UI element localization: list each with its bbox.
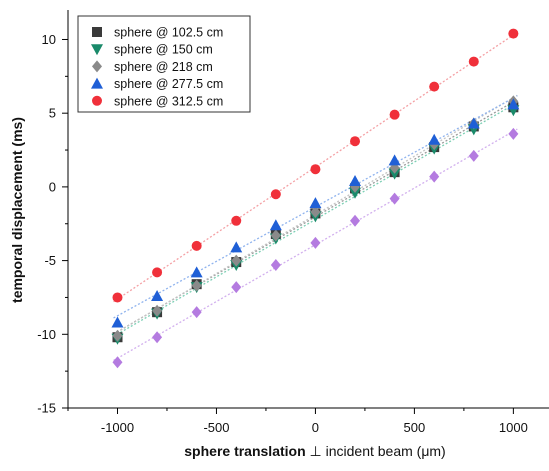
- data-point-series-6: [468, 149, 479, 162]
- data-point-series-4: [269, 219, 282, 231]
- y-tick-label: 0: [49, 179, 56, 194]
- data-point-series-6: [152, 331, 163, 344]
- data-point-series-5: [231, 215, 242, 226]
- legend-label-series-4: sphere @ 277.5 cm: [114, 77, 223, 91]
- legend-marker-series-5: [92, 95, 102, 106]
- data-point-series-5: [270, 189, 281, 200]
- data-point-series-3: [152, 304, 163, 317]
- data-point-series-4: [190, 266, 203, 278]
- data-point-series-4: [111, 316, 124, 328]
- data-point-series-3: [231, 254, 242, 267]
- data-point-series-3: [112, 329, 123, 342]
- data-point-series-6: [429, 170, 440, 183]
- legend-label-series-1: sphere @ 102.5 cm: [114, 26, 223, 40]
- data-point-series-3: [191, 279, 202, 292]
- data-point-series-4: [467, 117, 480, 129]
- data-point-series-5: [389, 109, 400, 120]
- legend-marker-series-1: [92, 27, 102, 37]
- data-point-series-4: [151, 289, 164, 301]
- data-point-series-4: [388, 154, 401, 166]
- x-axis-title-bold: sphere translation: [184, 443, 305, 459]
- legend-box: [77, 15, 251, 113]
- x-axis-title-rest: ⊥ incident beam (μm): [306, 443, 446, 459]
- fit-line-series-5: [113, 31, 518, 303]
- x-tick-label: -1000: [101, 420, 134, 435]
- data-point-series-2: [388, 168, 401, 180]
- data-point-series-3: [270, 229, 281, 242]
- data-point-series-4: [428, 133, 441, 145]
- axes: -15 -10 -5 0 5 10 -1000 -500 0 500 1000: [37, 10, 549, 435]
- data-point-series-6: [508, 127, 519, 140]
- data-point-series-5: [152, 267, 163, 278]
- y-tick-label: -15: [37, 401, 56, 416]
- data-markers: [111, 28, 520, 369]
- data-point-series-5: [112, 292, 123, 303]
- data-point-series-2: [349, 187, 362, 199]
- data-point-series-5: [508, 28, 519, 39]
- data-point-series-4: [309, 197, 322, 209]
- legend-marker-series-3: [92, 60, 102, 73]
- y-tick-label: -10: [37, 327, 56, 342]
- y-tick-label: -5: [44, 253, 56, 268]
- legend-label-series-2: sphere @ 150 cm: [114, 43, 213, 57]
- legend-marker-series-2: [91, 44, 103, 56]
- data-point-series-5: [468, 56, 479, 67]
- y-axis-title: temporal displacement (ms): [9, 117, 25, 303]
- x-tick-label: 500: [404, 420, 426, 435]
- legend-label-series-5: sphere @ 312.5 cm: [114, 94, 223, 108]
- data-point-series-5: [191, 240, 202, 251]
- x-tick-label: -500: [203, 420, 229, 435]
- y-tick-label: 5: [49, 106, 56, 121]
- data-point-series-4: [349, 174, 362, 186]
- data-point-series-4: [507, 98, 520, 110]
- data-point-series-6: [310, 236, 321, 249]
- data-point-series-5: [310, 164, 321, 175]
- legend-marker-series-4: [91, 77, 103, 89]
- data-point-series-6: [270, 259, 281, 272]
- data-point-series-6: [389, 192, 400, 205]
- data-point-series-6: [231, 281, 242, 294]
- data-point-series-6: [350, 214, 361, 227]
- fit-line-series-4: [113, 95, 518, 319]
- data-point-series-4: [230, 241, 243, 253]
- y-tick-label: 10: [42, 32, 56, 47]
- x-tick-label: 0: [312, 420, 319, 435]
- legend-label-series-3: sphere @ 218 cm: [114, 60, 213, 74]
- legend: sphere @ 102.5 cm sphere @ 150 cm sphere @…: [77, 15, 251, 113]
- data-point-series-3: [310, 205, 321, 218]
- data-point-series-6: [112, 356, 123, 369]
- data-point-series-5: [350, 136, 361, 147]
- data-point-series-5: [429, 81, 440, 92]
- x-tick-label: 1000: [499, 420, 528, 435]
- x-axis-title: sphere translation ⊥ incident beam (μm): [184, 443, 445, 459]
- data-point-series-6: [191, 306, 202, 319]
